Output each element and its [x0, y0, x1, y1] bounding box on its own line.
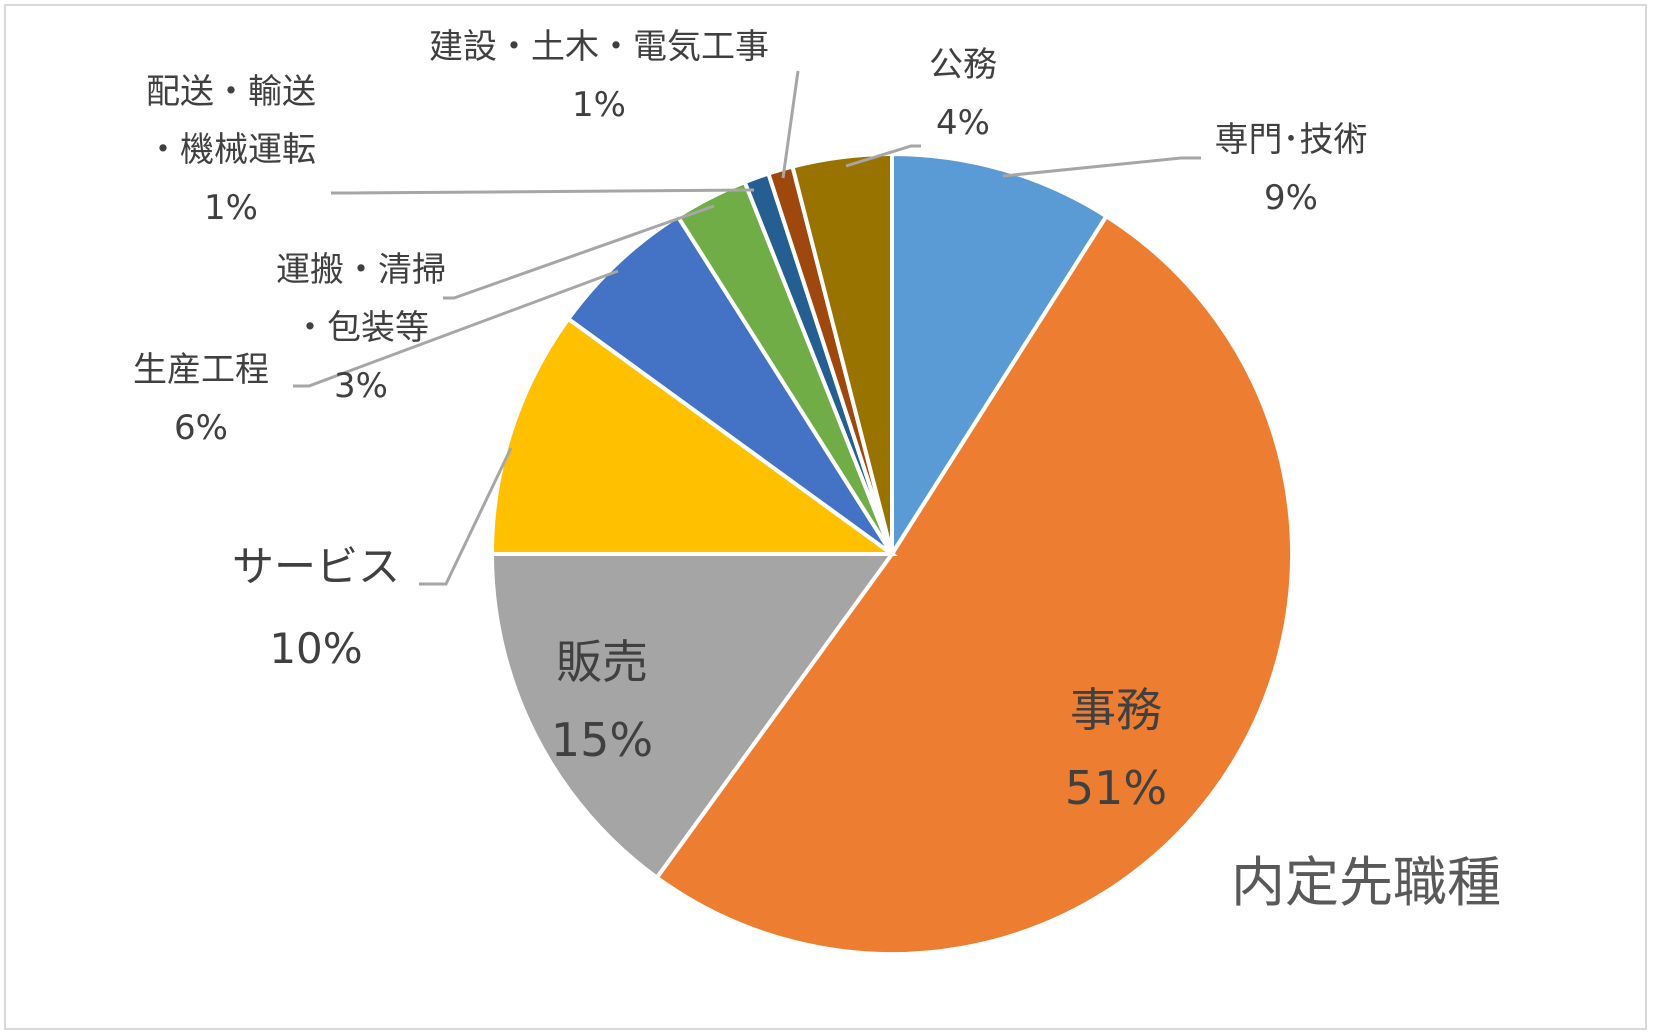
slice-category-label: 公務 — [929, 45, 997, 85]
slice-category-label: ・包装等 — [293, 308, 429, 348]
leader-line — [419, 447, 513, 586]
slice-label: 専門･技術 9% — [1215, 120, 1368, 218]
slice-value-label: 4% — [936, 103, 990, 143]
slice-category-label: 建設・土木・電気工事 — [429, 27, 769, 67]
slice-category-label: 生産工程 — [133, 350, 269, 390]
slice-value-label: 3% — [334, 366, 388, 406]
slice-labels: 専門･技術 9% 事務 51% 販売 15% サービス 10% 生産工程 6% 運搬・清掃・包装等 3… — [133, 27, 1368, 815]
leader-lines — [293, 70, 1201, 586]
slice-value-label: 6% — [174, 408, 228, 448]
pie-slice — [890, 151, 1110, 561]
chart-frame: 専門･技術 9% 事務 51% 販売 15% サービス 10% 生産工程 6% 運搬・清掃・包装等 3… — [4, 4, 1647, 1030]
slice-value-label: 1% — [572, 85, 626, 125]
slice-label: 販売 15% — [551, 635, 653, 767]
pie-slice — [489, 552, 896, 881]
leader-line — [293, 269, 619, 388]
pie-slice — [790, 151, 894, 555]
slice-category-label: 運搬・清掃 — [276, 250, 446, 290]
leader-line — [331, 188, 755, 195]
leader-line — [443, 204, 715, 300]
pie-chart: 専門･技術 9% 事務 51% 販売 15% サービス 10% 生産工程 6% 運搬・清掃・包装等 3… — [133, 27, 1501, 957]
chart-title: 内定先職種 — [1231, 851, 1501, 914]
slice-category-label: ・機械運転 — [146, 130, 316, 170]
leader-line — [1002, 156, 1201, 178]
slice-value-label: 51% — [1065, 761, 1167, 815]
slice-category-label: 配送・輸送 — [146, 72, 316, 112]
slice-label: 事務 51% — [1065, 683, 1167, 815]
slice-label: 配送・輸送・機械運転 1% — [146, 72, 316, 228]
slice-value-label: 15% — [551, 713, 653, 767]
slice-value-label: 9% — [1264, 178, 1318, 218]
slice-category-label: 販売 — [556, 635, 648, 689]
slice-category-label: サービス — [232, 542, 400, 591]
slice-label: 公務 4% — [929, 45, 997, 143]
slice-category-label: 専門･技術 — [1215, 120, 1368, 160]
leader-line — [845, 144, 921, 168]
slice-label: 建設・土木・電気工事 1% — [429, 27, 769, 125]
slice-value-label: 10% — [269, 624, 362, 673]
pie-slice — [489, 316, 899, 556]
slice-label: 生産工程 6% — [133, 350, 269, 448]
slice-label: 運搬・清掃・包装等 3% — [276, 250, 446, 406]
slice-category-label: 事務 — [1070, 683, 1162, 737]
leader-line — [781, 70, 800, 179]
pie-slices — [489, 151, 1294, 957]
pie-slice — [654, 213, 1294, 957]
slice-value-label: 1% — [204, 188, 258, 228]
slice-label: サービス 10% — [232, 542, 400, 673]
